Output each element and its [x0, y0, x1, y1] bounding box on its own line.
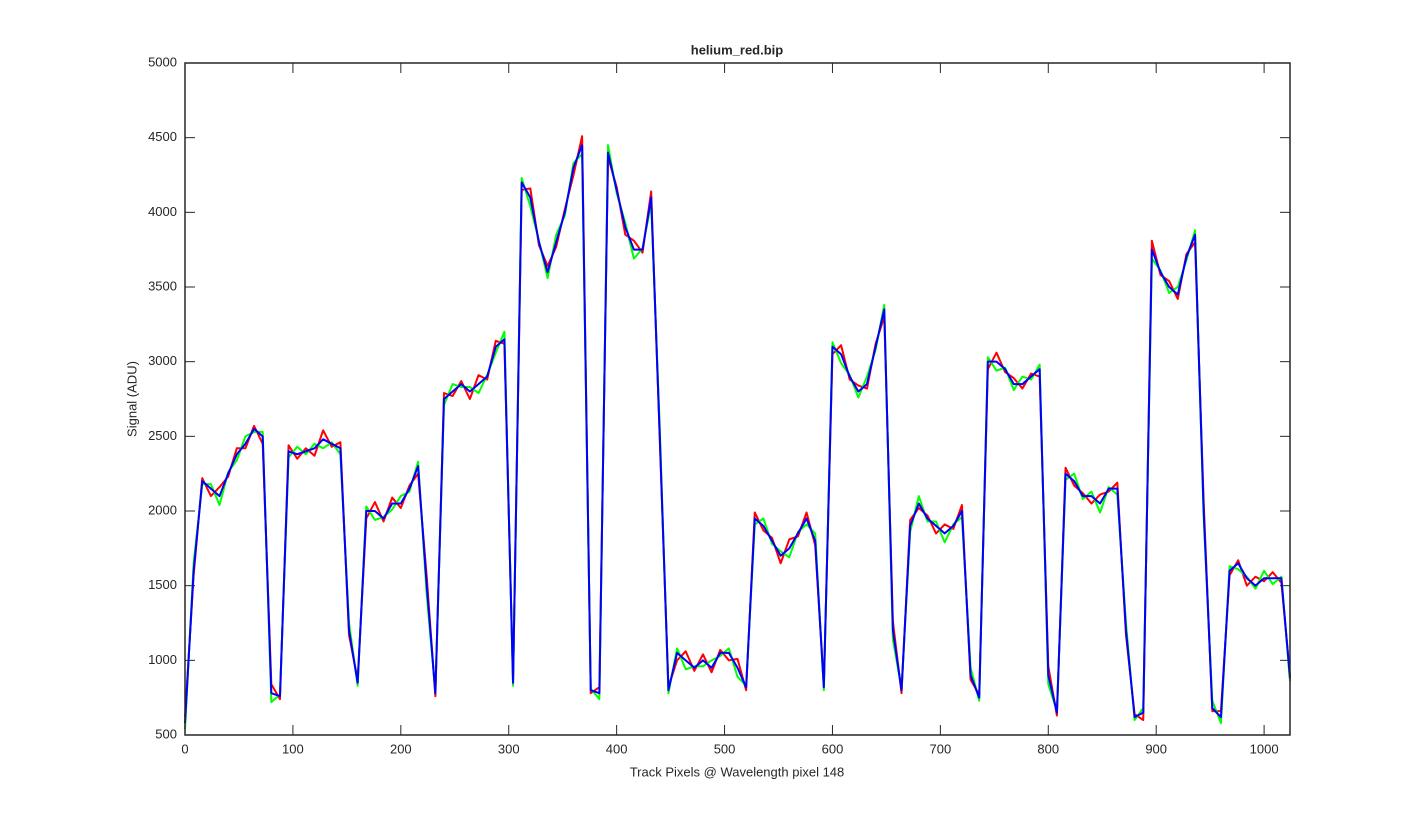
- x-tick-label: 400: [606, 741, 628, 756]
- x-tick-label: 0: [181, 741, 188, 756]
- plot-frame: [184, 62, 1291, 736]
- y-tick-label: 2000: [148, 502, 177, 517]
- y-tick-label: 3500: [148, 278, 177, 293]
- x-axis-label: Track Pixels @ Wavelength pixel 148: [630, 764, 845, 779]
- y-tick-label: 4000: [148, 204, 177, 219]
- x-tick-label: 100: [282, 741, 304, 756]
- x-tick-label: 900: [1145, 741, 1167, 756]
- y-tick-label: 500: [155, 726, 177, 741]
- x-tick-label: 1000: [1250, 741, 1279, 756]
- chart-title: helium_red.bip: [691, 42, 784, 57]
- x-tick-label: 500: [714, 741, 736, 756]
- x-tick-label: 800: [1037, 741, 1059, 756]
- y-tick-label: 1000: [148, 652, 177, 667]
- x-tick-label: 300: [498, 741, 520, 756]
- x-tick-label: 700: [930, 741, 952, 756]
- y-tick-label: 2500: [148, 428, 177, 443]
- y-tick-label: 3000: [148, 353, 177, 368]
- x-tick-label: 600: [822, 741, 844, 756]
- y-axis-label: Signal (ADU): [124, 361, 139, 437]
- x-tick-label: 200: [390, 741, 412, 756]
- y-tick-label: 1500: [148, 577, 177, 592]
- y-tick-label: 5000: [148, 54, 177, 69]
- y-tick-label: 4500: [148, 129, 177, 144]
- series-line: [184, 144, 1291, 724]
